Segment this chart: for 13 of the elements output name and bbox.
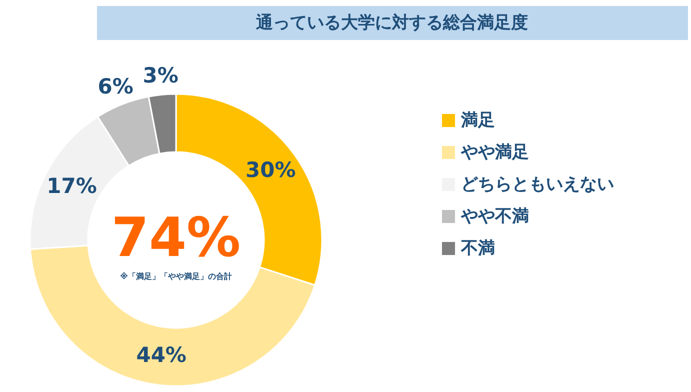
legend-label: どちらともいえない — [461, 174, 614, 194]
legend-label: やや満足 — [460, 142, 529, 162]
chart-title: 通っている大学に対する総合満足度 — [255, 13, 528, 33]
legend-label: 不満 — [460, 238, 495, 258]
legend-label: 満足 — [460, 110, 495, 130]
data-label: 6% — [98, 74, 134, 99]
text: 74% — [111, 206, 241, 269]
text: ※「満足」「やや満足」の合計 — [120, 272, 232, 281]
data-label: 30% — [246, 158, 296, 182]
data-label: 3% — [142, 64, 178, 88]
legend-label: やや不満 — [460, 206, 529, 226]
data-label: 17% — [46, 174, 97, 198]
data-label: 44% — [136, 343, 186, 368]
